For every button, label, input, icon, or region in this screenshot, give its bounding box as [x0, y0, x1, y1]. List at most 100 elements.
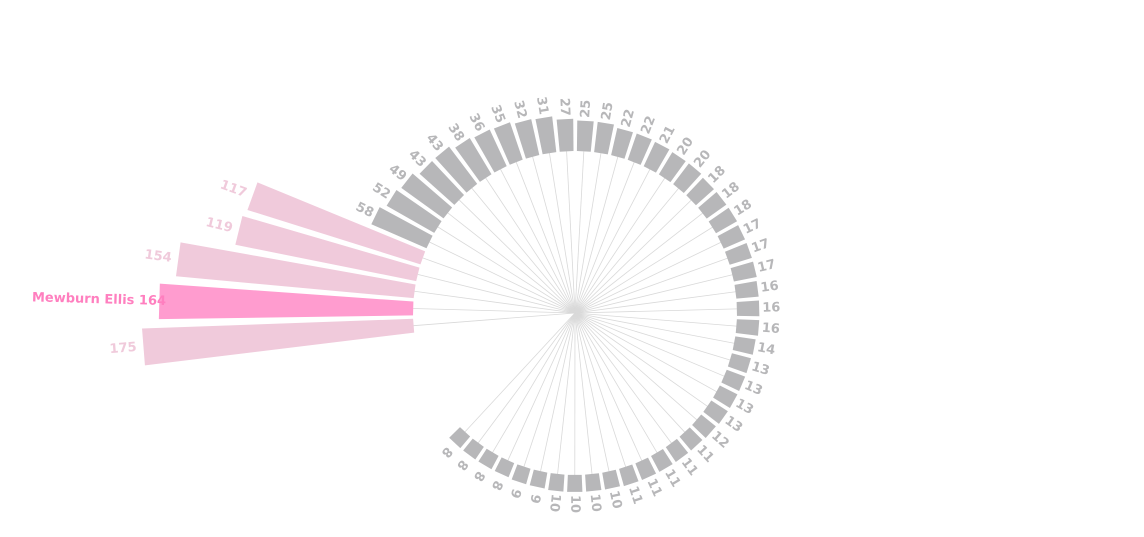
- bar: [734, 280, 759, 299]
- bar: [175, 242, 416, 299]
- spoke-line: [417, 273, 576, 314]
- value-label: 52: [370, 180, 393, 202]
- value-label: 17: [750, 236, 772, 256]
- value-label: 13: [733, 396, 756, 418]
- spoke-line: [574, 312, 593, 475]
- bar: [371, 207, 433, 249]
- bar: [735, 319, 760, 336]
- value-label: 21: [657, 123, 679, 146]
- value-label: 8: [438, 443, 455, 460]
- spoke-line: [447, 212, 576, 314]
- value-label: 36: [466, 111, 488, 134]
- bar: [514, 119, 540, 159]
- spoke-line: [574, 312, 735, 344]
- bar: [535, 116, 557, 155]
- value-label: 18: [719, 179, 742, 202]
- spoke-line: [574, 312, 672, 444]
- bar: [703, 400, 728, 424]
- bar: [732, 336, 756, 355]
- value-label: 20: [675, 135, 698, 158]
- spoke-line: [574, 291, 736, 314]
- bar: [679, 427, 703, 451]
- spoke-line: [557, 312, 576, 475]
- bar: [602, 469, 621, 490]
- value-label: 16: [762, 300, 780, 315]
- spoke-line: [507, 312, 576, 461]
- value-label: 43: [405, 147, 428, 170]
- bar: [692, 414, 716, 438]
- value-label: 10: [606, 489, 624, 510]
- value-label: 119: [204, 215, 234, 236]
- value-label: 31: [533, 96, 551, 116]
- bar: [736, 300, 760, 317]
- bar: [449, 427, 471, 449]
- spoke-line: [414, 290, 576, 314]
- value-label: 11: [643, 477, 664, 500]
- value-label: 49: [386, 162, 409, 185]
- value-label: 175: [109, 340, 137, 357]
- value-label: 17: [756, 257, 777, 276]
- bar: [698, 192, 727, 219]
- spoke-line: [574, 312, 698, 421]
- spoke-line: [574, 308, 737, 314]
- value-label: 16: [761, 321, 780, 337]
- spoke-line: [574, 274, 733, 314]
- bar: [724, 242, 752, 265]
- spoke-line: [574, 156, 619, 314]
- spoke-line: [532, 156, 576, 314]
- bar: [386, 190, 442, 233]
- bar: [567, 474, 583, 492]
- spoke-line: [574, 312, 731, 361]
- spoke-line: [574, 312, 627, 467]
- bar: [594, 121, 614, 155]
- spoke-line: [500, 168, 576, 314]
- value-label: 9: [507, 487, 524, 500]
- spoke-line: [574, 169, 651, 314]
- bar: [556, 118, 574, 152]
- spoke-line: [437, 226, 576, 314]
- spoke-line: [464, 312, 576, 433]
- value-label: 10: [567, 495, 582, 513]
- bar: [435, 146, 478, 193]
- spoke-line: [523, 312, 576, 467]
- bar: [235, 216, 420, 282]
- bar: [721, 369, 746, 391]
- bar: [665, 438, 689, 462]
- value-label: 22: [619, 108, 638, 129]
- spoke-line: [574, 312, 708, 407]
- value-label: 11: [678, 455, 701, 478]
- value-label: 13: [722, 413, 745, 436]
- bar: [643, 141, 670, 173]
- bar: [713, 385, 738, 408]
- spoke-line: [574, 151, 585, 314]
- spoke-line: [574, 226, 713, 314]
- bar: [686, 177, 714, 206]
- spoke-line: [574, 312, 737, 327]
- spoke-line: [574, 312, 643, 461]
- bar: [627, 133, 652, 165]
- value-label: 9: [526, 493, 543, 505]
- value-label: 13: [742, 378, 765, 399]
- spoke-line: [458, 199, 576, 314]
- bar: [611, 127, 633, 159]
- value-label: 14: [756, 340, 777, 358]
- spoke-line: [574, 312, 725, 377]
- spoke-line: [471, 187, 576, 314]
- value-label: 16: [760, 279, 780, 296]
- spoke-line: [574, 188, 679, 314]
- spoke-line: [477, 312, 576, 444]
- value-label: 117: [218, 178, 249, 201]
- spokes: [413, 151, 737, 476]
- value-label: 58: [353, 200, 376, 221]
- bar: [708, 207, 738, 234]
- spoke-line: [574, 312, 610, 472]
- spoke-line: [574, 312, 686, 433]
- bar: [401, 173, 453, 219]
- bar: [585, 473, 602, 492]
- bar: [493, 122, 523, 165]
- value-label: 25: [578, 99, 594, 118]
- bar: [635, 457, 657, 480]
- value-label: 35: [487, 103, 508, 125]
- spoke-line: [515, 161, 576, 314]
